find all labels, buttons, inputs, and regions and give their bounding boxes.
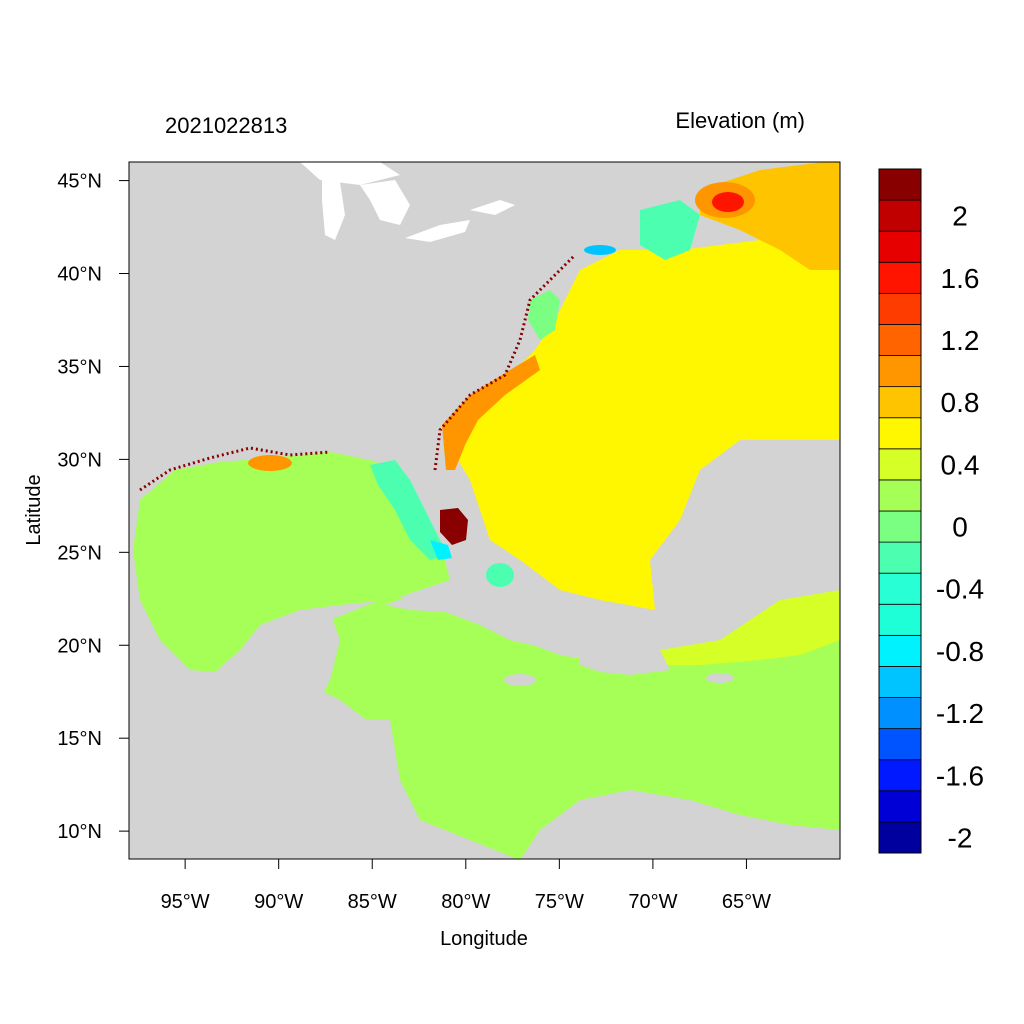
colorbar-swatch xyxy=(878,199,922,232)
colorbar-swatch xyxy=(878,666,922,698)
colorbar-swatch xyxy=(878,355,922,388)
central-america-land xyxy=(129,715,430,859)
colorbar-label: 1.6 xyxy=(941,263,980,294)
louisiana-coast-high xyxy=(248,455,292,471)
hispaniola-land xyxy=(580,645,670,675)
longitude-ticks: 95°W 90°W 85°W 80°W 75°W 70°W 65°W xyxy=(161,859,771,913)
colorbar-label: 0 xyxy=(952,512,968,543)
lat-tick-label: 15°N xyxy=(57,728,102,750)
lat-tick-label: 40°N xyxy=(57,264,102,286)
yucatan-land xyxy=(260,612,340,700)
lon-tick-label: 80°W xyxy=(441,891,490,913)
mid-atlantic-coast-low xyxy=(528,290,560,340)
colorbar-label: -2 xyxy=(948,822,973,853)
lon-tick-label: 95°W xyxy=(161,891,210,913)
colorbar-swatch xyxy=(878,448,922,481)
lake-superior xyxy=(300,162,400,185)
colorbar-swatch xyxy=(878,572,922,605)
map-panel xyxy=(129,162,840,859)
south-florida-extreme xyxy=(440,508,468,545)
gulf-coast-extreme xyxy=(139,446,331,492)
colorbar-swatch xyxy=(878,386,922,419)
colorbar-label: 0.8 xyxy=(941,387,980,418)
lat-tick-label: 20°N xyxy=(57,635,102,657)
colorbar-label: 0.4 xyxy=(941,449,980,480)
lat-tick-label: 10°N xyxy=(57,821,102,843)
gulf-maine-anomaly-inner xyxy=(712,192,744,212)
colorbar-swatch xyxy=(878,697,922,730)
variable-title: Elevation (m) xyxy=(675,108,805,133)
cuba-land xyxy=(385,592,560,648)
lat-tick-label: 30°N xyxy=(57,449,102,471)
colorbar-label: -1.6 xyxy=(936,760,984,791)
colorbar-label: 2 xyxy=(952,201,968,232)
lon-tick-label: 75°W xyxy=(535,891,584,913)
map-frame xyxy=(128,161,841,860)
colorbar-swatch xyxy=(878,261,922,294)
colorbar-label: 1.2 xyxy=(941,325,980,356)
northeast-coast-low xyxy=(640,200,700,260)
colorbar-swatch xyxy=(878,728,922,761)
colorbar-label: -0.8 xyxy=(936,636,984,667)
lake-ontario xyxy=(470,200,515,215)
puerto-rico-land xyxy=(706,673,734,683)
jamaica-land xyxy=(504,674,536,686)
timestamp-title: 2021022813 xyxy=(165,113,287,138)
lat-tick-label: 45°N xyxy=(57,171,102,193)
colorbar-swatch xyxy=(878,541,922,574)
long-island-low xyxy=(584,245,616,255)
lon-tick-label: 70°W xyxy=(628,891,677,913)
south-america-land xyxy=(520,790,840,859)
florida-keys-low xyxy=(430,540,452,560)
colorbar-swatch xyxy=(878,417,922,450)
colorbar-swatch xyxy=(878,603,922,636)
lon-tick-label: 90°W xyxy=(254,891,303,913)
colorbar-swatch xyxy=(878,759,922,792)
lake-michigan xyxy=(322,180,345,240)
lon-tick-label: 65°W xyxy=(722,891,771,913)
y-axis-label: Latitude xyxy=(23,474,45,545)
colorbar-swatch xyxy=(878,479,922,512)
colorbar-frame xyxy=(878,168,922,854)
latitude-ticks: 45°N 40°N 35°N 30°N 25°N 20°N 15°N 10°N xyxy=(57,171,129,843)
x-axis-label: Longitude xyxy=(440,928,528,950)
lake-huron xyxy=(360,180,410,225)
lake-erie xyxy=(405,220,470,242)
carolina-coast-orange xyxy=(442,355,540,470)
colorbar-swatch xyxy=(878,510,922,543)
florida-west-coast-low xyxy=(370,460,448,560)
colorbar-swatch xyxy=(878,790,922,823)
colorbar-swatch xyxy=(878,292,922,325)
lon-tick-label: 85°W xyxy=(348,891,397,913)
colorbar-label: -1.2 xyxy=(936,698,984,729)
bahamas-low xyxy=(486,563,514,587)
colorbar-swatch xyxy=(878,230,922,263)
colorbar: -2 -1.6 -1.2 -0.8 -0.4 0 0.4 0.8 1.2 1.6 2 xyxy=(878,168,984,854)
gulf-of-mexico xyxy=(133,452,450,672)
colorbar-label: -0.4 xyxy=(936,574,984,605)
colorbar-swatch xyxy=(878,634,922,667)
east-coast-extreme xyxy=(433,253,577,471)
colorbar-swatch xyxy=(878,821,922,854)
lat-tick-label: 25°N xyxy=(57,542,102,564)
lat-tick-label: 35°N xyxy=(57,356,102,378)
colorbar-swatch xyxy=(878,324,922,356)
colorbar-swatch xyxy=(878,168,922,201)
caribbean-sea xyxy=(320,595,840,859)
